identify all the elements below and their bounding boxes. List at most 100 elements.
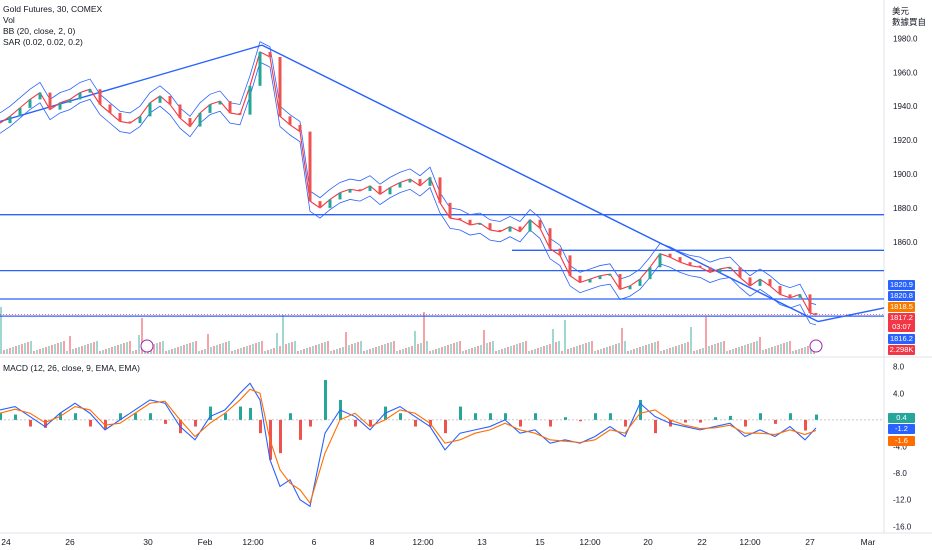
- volume-bar: [699, 349, 701, 354]
- sar-indicator-label[interactable]: SAR (0.02, 0.02, 0.2): [3, 37, 83, 47]
- volume-bar: [321, 343, 323, 354]
- volume-bar: [555, 342, 557, 354]
- candle: [778, 285, 782, 295]
- volume-bar: [3, 350, 5, 354]
- volume-bar: [504, 348, 506, 354]
- volume-bar: [333, 350, 335, 354]
- price-axis-tick: 1860.0: [893, 238, 918, 247]
- price-axis-tick: 1900.0: [893, 170, 918, 179]
- data-source-text: 數據買自: [891, 17, 926, 27]
- candle: [738, 267, 742, 278]
- candle: [618, 274, 622, 290]
- volume-bar: [753, 342, 755, 354]
- volume-bar: [540, 347, 542, 354]
- macd-histogram-bar: [639, 399, 642, 420]
- volume-bar: [231, 351, 233, 354]
- macd-histogram-bar: [489, 413, 492, 420]
- macd-histogram-bar: [104, 419, 107, 430]
- candle: [798, 294, 802, 298]
- volume-bar: [453, 343, 455, 354]
- volume-bar: [438, 348, 440, 354]
- volume-bar: [537, 348, 539, 354]
- volume-bar: [318, 344, 320, 354]
- macd-line: [0, 382, 817, 508]
- volume-bar: [420, 343, 422, 354]
- volume-bar: [477, 346, 479, 354]
- volume-bar: [375, 347, 377, 354]
- macd-indicator-label[interactable]: MACD (12, 26, close, 9, EMA, EMA): [3, 363, 140, 373]
- volume-bar: [291, 342, 293, 354]
- volume-bar: [117, 345, 119, 354]
- candle: [748, 277, 752, 286]
- macd-histogram-bar: [119, 413, 122, 420]
- trendline: [261, 44, 819, 323]
- macd-histogram-bar: [759, 413, 762, 420]
- volume-bar: [15, 346, 17, 354]
- macd-histogram-bar: [459, 406, 462, 420]
- volume-bar: [804, 347, 806, 354]
- volume-bar: [138, 335, 140, 354]
- volume-bar: [765, 349, 767, 354]
- price-axis-tick: 1920.0: [893, 136, 918, 145]
- volume-bar: [738, 347, 740, 354]
- macd-histogram-bar: [549, 419, 552, 427]
- volume-bar: [669, 348, 671, 354]
- volume-bar: [378, 346, 380, 354]
- symbol-title[interactable]: Gold Futures, 30, COMEX: [3, 4, 103, 14]
- macd-histogram-bar: [239, 406, 242, 420]
- macd-histogram-bar: [774, 419, 777, 424]
- volume-bar: [516, 344, 518, 354]
- macd-histogram-bar: [699, 419, 702, 423]
- volume-bar: [246, 346, 248, 354]
- candle: [458, 218, 462, 220]
- macd-histogram-bar: [249, 407, 252, 420]
- bollinger-indicator-label[interactable]: BB (20, close, 2, 0): [3, 26, 76, 36]
- volume-bar: [162, 341, 164, 354]
- volume-bar: [570, 348, 572, 354]
- candle: [348, 189, 352, 193]
- event-icon: [140, 339, 154, 353]
- macd-histogram-bar: [519, 419, 522, 427]
- volume-bar: [573, 347, 575, 354]
- macd-axis-label: 0.4: [888, 413, 915, 423]
- price-axis-label: 1816.2: [888, 334, 915, 344]
- volume-bar: [366, 350, 368, 354]
- volume-bar: [24, 343, 26, 354]
- volume-bar: [732, 349, 734, 354]
- macd-histogram-bar: [29, 419, 32, 427]
- volume-bar: [315, 345, 317, 354]
- volume-bar: [627, 351, 629, 354]
- bollinger-upper: [0, 41, 817, 305]
- volume-bar: [690, 327, 692, 354]
- macd-axis-label: -1.2: [888, 424, 915, 434]
- volume-bar: [264, 351, 266, 354]
- volume-bar: [594, 351, 596, 354]
- volume-bar: [183, 345, 185, 354]
- candle: [608, 274, 612, 276]
- volume-bar: [216, 345, 218, 354]
- volume-bar: [33, 351, 35, 354]
- volume-bar: [210, 347, 212, 354]
- volume-bar: [576, 346, 578, 354]
- volume-bar: [267, 350, 269, 354]
- candle: [138, 116, 142, 124]
- volume-bar: [654, 342, 656, 354]
- macd-histogram-bar: [44, 419, 47, 428]
- time-axis-tick: 12:00: [242, 537, 264, 547]
- volume-bar: [492, 341, 494, 354]
- time-axis-tick: 8: [370, 537, 375, 547]
- volume-bar: [330, 351, 332, 354]
- volume-indicator-label[interactable]: Vol: [3, 15, 15, 25]
- volume-bar: [141, 318, 143, 354]
- volume-bar: [729, 350, 731, 354]
- candle: [88, 89, 92, 93]
- time-axis-tick: 26: [65, 537, 75, 547]
- volume-bar: [240, 348, 242, 354]
- candle: [518, 226, 522, 232]
- volume-bar: [396, 351, 398, 354]
- volume-bar: [90, 343, 92, 354]
- volume-bar: [657, 341, 659, 354]
- volume-bar: [621, 328, 623, 354]
- volume-bar: [36, 350, 38, 354]
- volume-bar: [744, 345, 746, 354]
